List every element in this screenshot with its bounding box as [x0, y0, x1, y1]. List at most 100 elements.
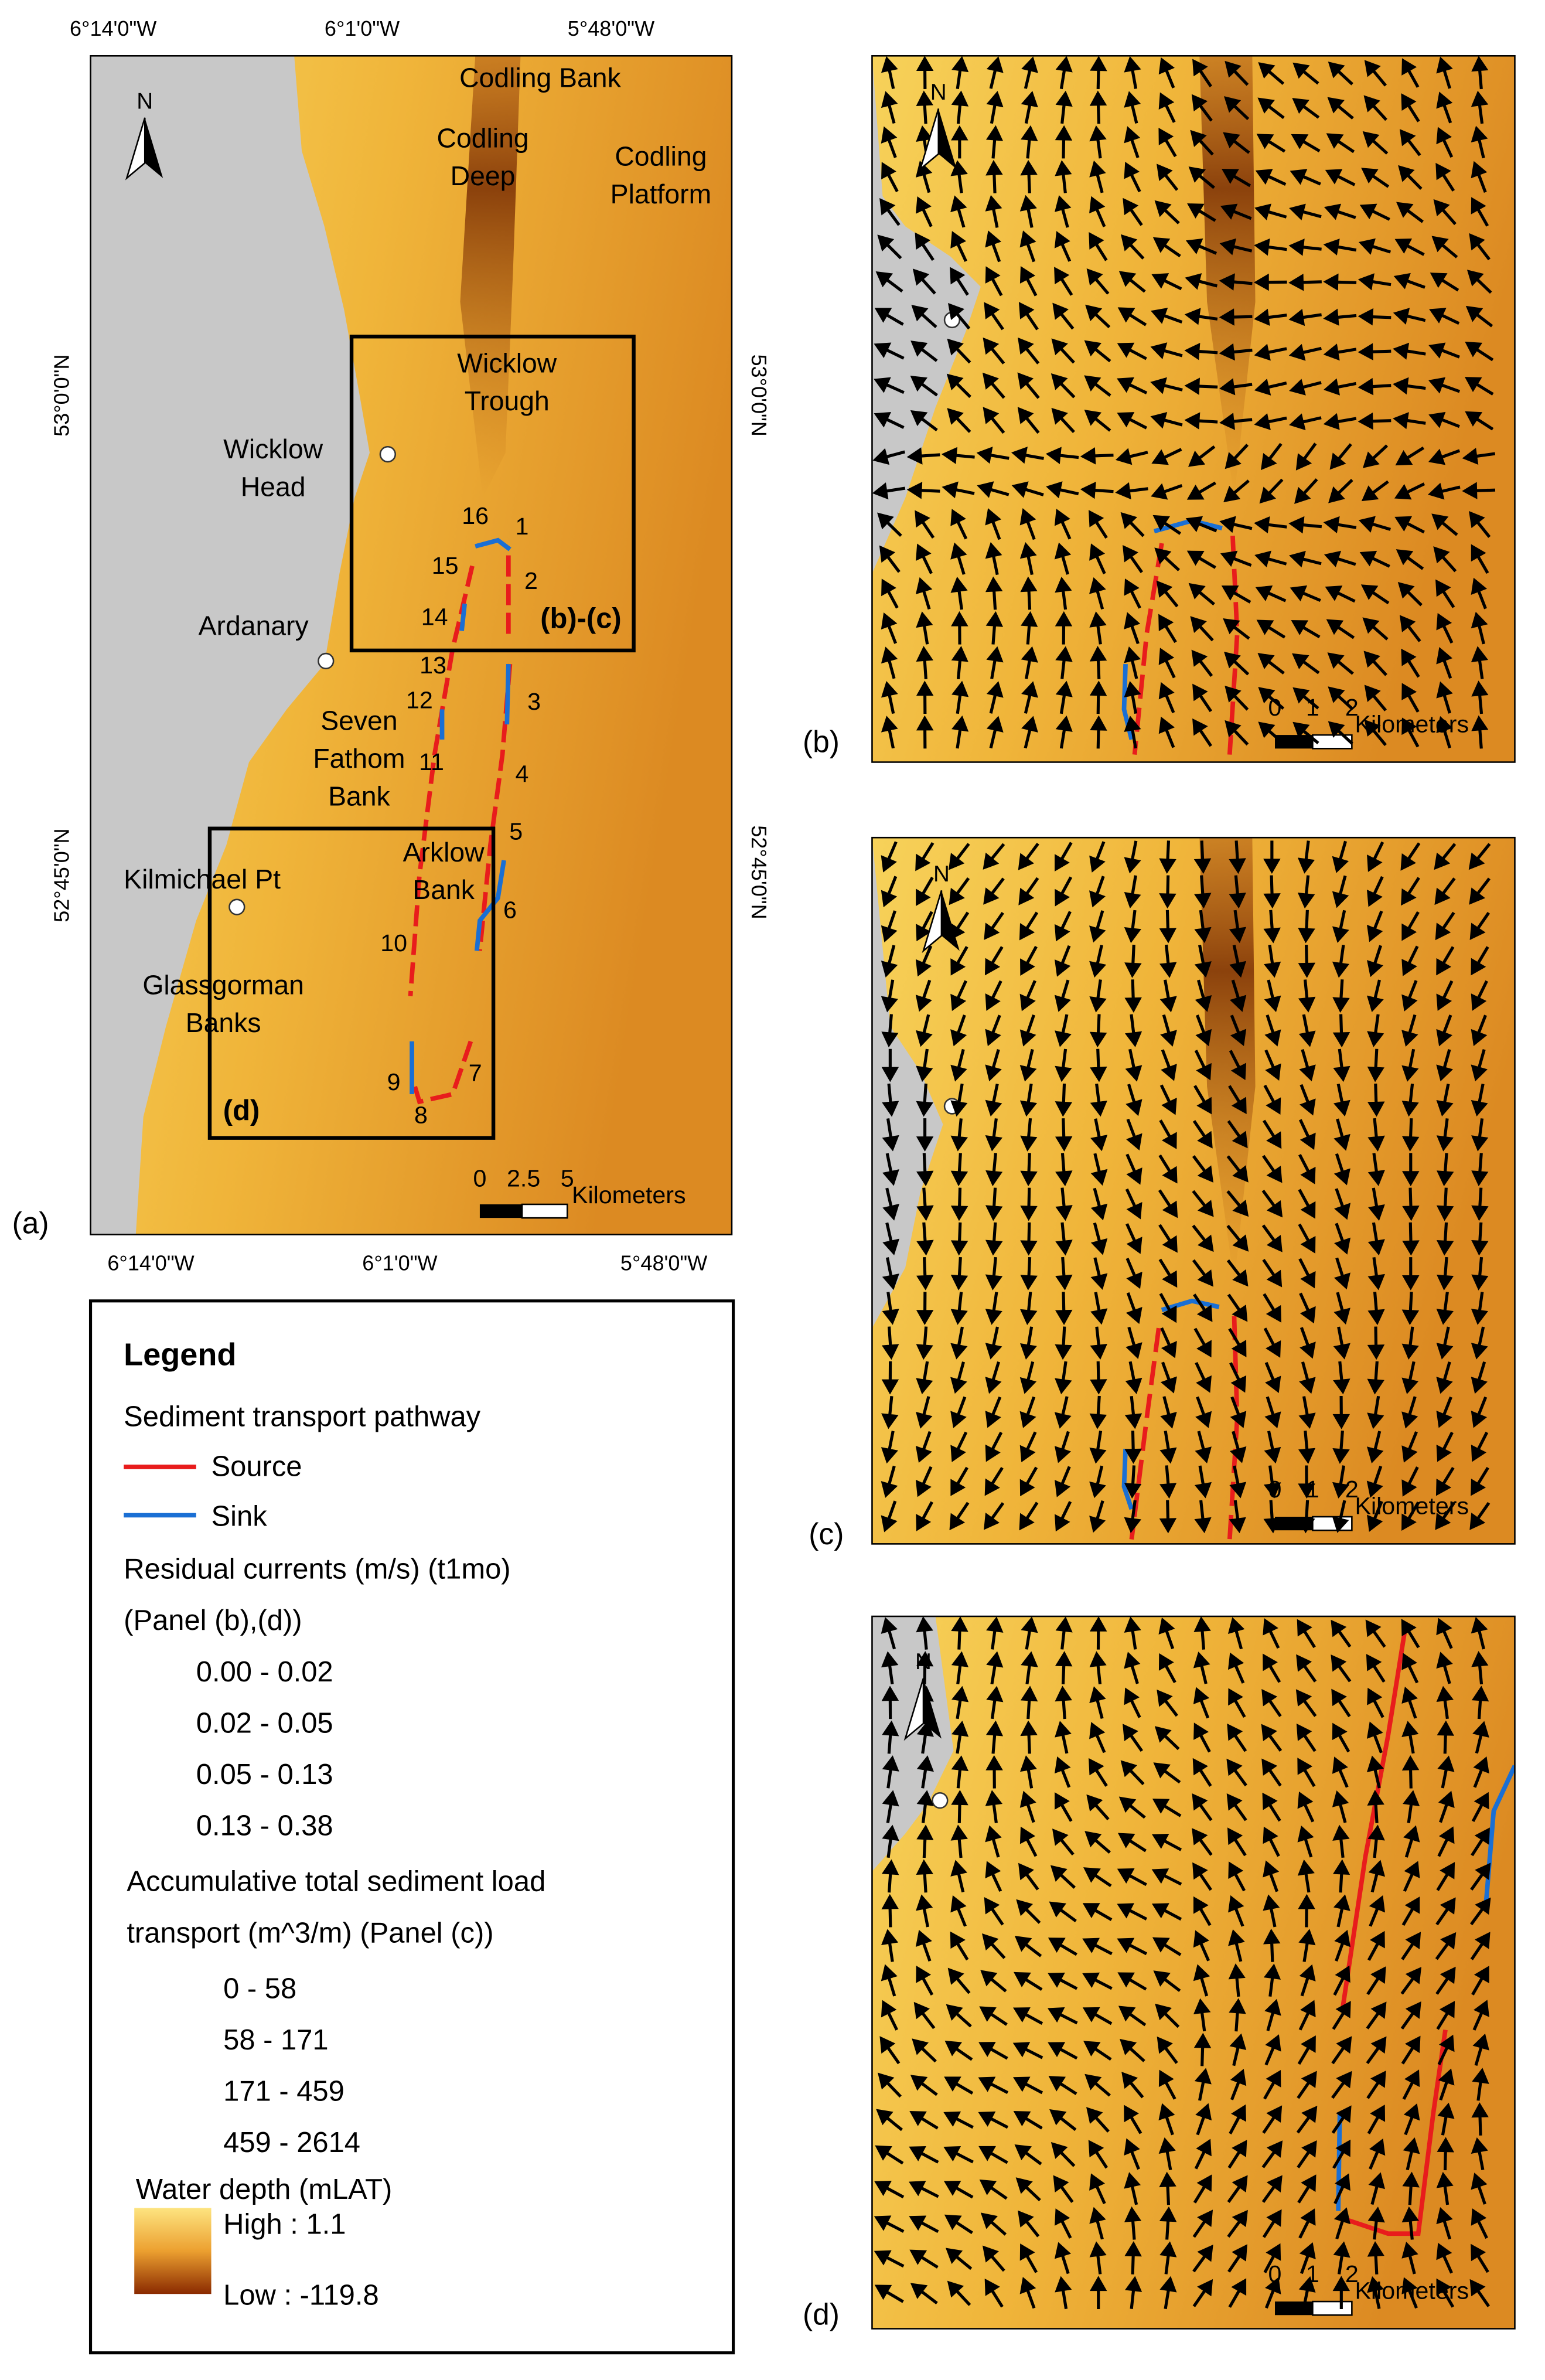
current-arrow [1369, 1895, 1386, 1927]
segment-number: 15 [432, 552, 459, 579]
current-arrow [1436, 2171, 1454, 2205]
current-arrow [1358, 238, 1391, 255]
current-arrow [1018, 842, 1039, 870]
place-name: Wicklow [457, 348, 557, 378]
current-arrow [1367, 2241, 1384, 2275]
current-arrow [881, 1465, 898, 1498]
current-arrow [1051, 407, 1075, 434]
current-arrow [1054, 231, 1072, 262]
current-arrow [1401, 58, 1420, 88]
current-arrow [1263, 2069, 1281, 2100]
current-arrow [1089, 577, 1106, 610]
current-arrow [1401, 1361, 1419, 1394]
current-arrow [1263, 875, 1281, 909]
current-arrow [1051, 373, 1076, 399]
current-arrow [1436, 1118, 1454, 1152]
current-arrow [1223, 132, 1250, 154]
scale-tick-label: 5 [561, 1165, 574, 1192]
current-arrow [916, 1894, 933, 1928]
current-arrow [1021, 125, 1038, 159]
current-arrow [1332, 979, 1350, 1013]
current-arrow [1124, 612, 1141, 645]
current-arrow [978, 2111, 1009, 2129]
scale-tick-label: 0 [1268, 2260, 1282, 2287]
current-arrow [1195, 1362, 1212, 1393]
current-arrow [1261, 2175, 1283, 2203]
current-arrow [1297, 2140, 1317, 2168]
current-arrow [1401, 683, 1420, 713]
current-arrow [1090, 1222, 1108, 1255]
current-arrow [1331, 2036, 1352, 2065]
legend-item: Low : -119.8 [223, 2279, 379, 2311]
current-arrow [1224, 652, 1250, 676]
current-arrow [1298, 1500, 1315, 1534]
current-arrow [1185, 273, 1218, 290]
current-arrow [1115, 482, 1148, 500]
current-arrow [1089, 160, 1106, 193]
current-arrow [950, 1361, 967, 1394]
current-arrow [1298, 1430, 1316, 1464]
current-arrow [1437, 2137, 1454, 2171]
current-arrow [1393, 308, 1426, 325]
current-arrow [1396, 202, 1424, 223]
current-arrow [950, 1118, 968, 1152]
current-arrow [1117, 1903, 1148, 1921]
legend-item: High : 1.1 [223, 2208, 346, 2240]
north-label: N [930, 80, 947, 105]
current-arrow [1090, 56, 1107, 89]
scale-tick-label: 0 [1268, 1476, 1282, 1503]
current-arrow [1465, 305, 1493, 328]
current-arrow [1089, 1465, 1106, 1499]
current-arrow [1298, 1929, 1316, 1962]
current-arrow [1055, 1721, 1072, 1754]
current-arrow [943, 2111, 974, 2129]
current-arrow [881, 979, 898, 1013]
current-arrow [1150, 342, 1183, 360]
current-arrow [946, 373, 971, 399]
current-arrow [944, 2214, 973, 2235]
current-arrow [1394, 516, 1425, 534]
segment-number: 7 [469, 1059, 482, 1086]
legend-item: 0.02 - 0.05 [196, 1707, 333, 1739]
current-arrow [1332, 1431, 1350, 1464]
current-arrow [1436, 946, 1455, 976]
current-arrow [1014, 1936, 1042, 1957]
current-arrow [916, 1014, 933, 1047]
current-arrow [1184, 377, 1218, 395]
current-arrow [950, 1860, 967, 1893]
current-arrow [1011, 481, 1044, 498]
current-arrow [1124, 126, 1141, 158]
current-arrow [1435, 1966, 1456, 1995]
current-arrow [1021, 716, 1038, 749]
current-arrow [1191, 649, 1213, 677]
current-arrow [1124, 161, 1141, 193]
current-arrow [985, 230, 1002, 263]
current-arrow [1125, 1361, 1142, 1394]
current-arrow [1150, 377, 1183, 394]
current-arrow [1193, 1652, 1210, 1684]
current-arrow [1291, 134, 1321, 152]
current-arrow [916, 1326, 933, 1360]
legend-item: 459 - 2614 [223, 2127, 360, 2158]
current-arrow [1471, 2137, 1488, 2171]
current-arrow [1367, 1292, 1385, 1326]
current-arrow [1082, 1938, 1113, 1956]
current-arrow [1254, 343, 1287, 361]
current-arrow [1192, 1190, 1214, 1217]
current-arrow [1262, 1155, 1283, 1183]
current-arrow [1435, 579, 1455, 608]
current-arrow [1469, 233, 1491, 261]
current-arrow [1055, 1083, 1073, 1117]
scale-tick-label: 1 [1306, 1476, 1319, 1503]
current-arrow [916, 1187, 934, 1221]
current-arrow [1013, 2007, 1043, 2025]
current-arrow [1289, 203, 1322, 221]
current-arrow [1090, 715, 1107, 749]
current-arrow [1124, 2206, 1142, 2240]
scale-tick-label: 1 [1306, 694, 1319, 721]
current-arrow [1084, 1831, 1111, 1854]
current-arrow [1263, 1084, 1281, 1115]
current-arrow [1294, 478, 1318, 504]
current-arrow [1366, 1654, 1386, 1683]
